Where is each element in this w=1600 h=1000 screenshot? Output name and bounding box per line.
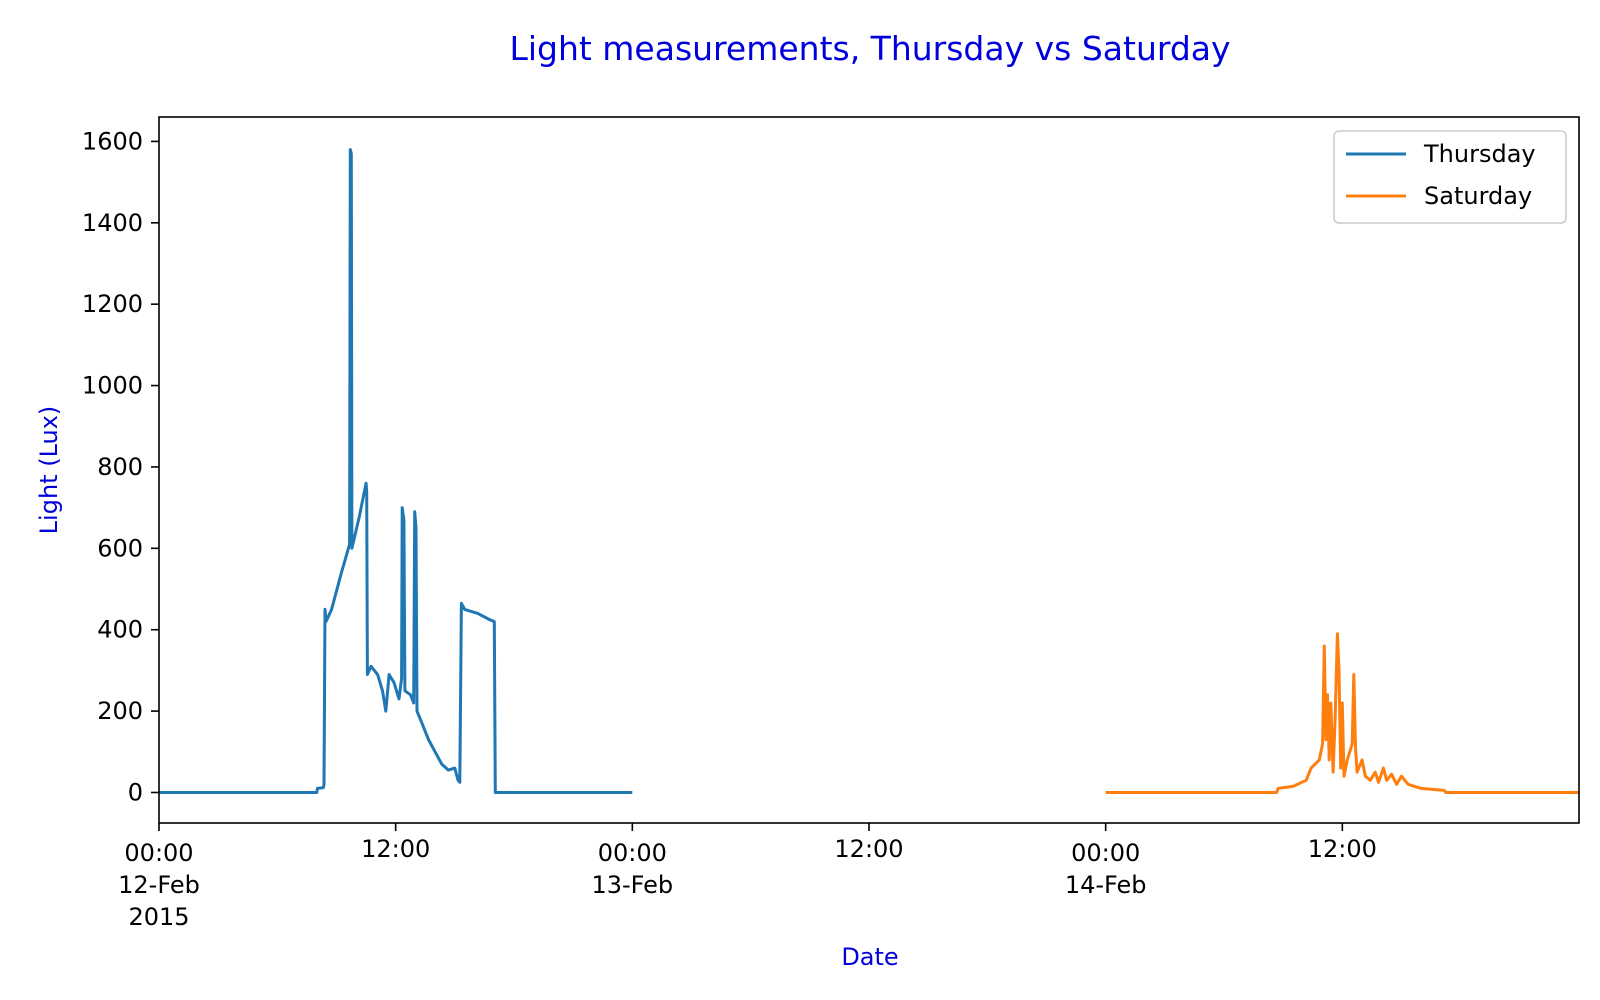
x-tick-label: 12:00 (361, 835, 430, 863)
x-tick-label: 00:00 14-Feb (1065, 839, 1147, 899)
y-tick-label: 1600 (82, 127, 143, 155)
plot-area-frame (158, 116, 1580, 824)
y-axis-title: Light (Lux) (35, 406, 63, 535)
y-tick-label: 1200 (82, 290, 143, 318)
y-tick-label: 200 (97, 697, 143, 725)
y-tick-label: 1000 (82, 372, 143, 400)
x-axis-title: Date (841, 943, 898, 971)
series-line-thursday (159, 148, 633, 794)
x-tick-label: 12:00 (834, 835, 903, 863)
y-tick-label: 600 (97, 534, 143, 562)
x-tick-label: 12:00 (1308, 835, 1377, 863)
x-tick-label: 00:00 13-Feb (591, 839, 673, 899)
legend-label-saturday: Saturday (1424, 182, 1532, 210)
y-tick-label: 400 (97, 616, 143, 644)
series-line-saturday (1105, 632, 1579, 794)
chart-title: Light measurements, Thursday vs Saturday (509, 29, 1230, 68)
x-tick-label: 00:00 12-Feb 2015 (118, 839, 200, 931)
legend: Thursday Saturday (1333, 130, 1567, 224)
legend-label-thursday: Thursday (1423, 140, 1536, 168)
y-tick-label: 0 (128, 778, 143, 806)
y-tick-label: 800 (97, 453, 143, 481)
y-tick-label: 1400 (82, 209, 143, 237)
